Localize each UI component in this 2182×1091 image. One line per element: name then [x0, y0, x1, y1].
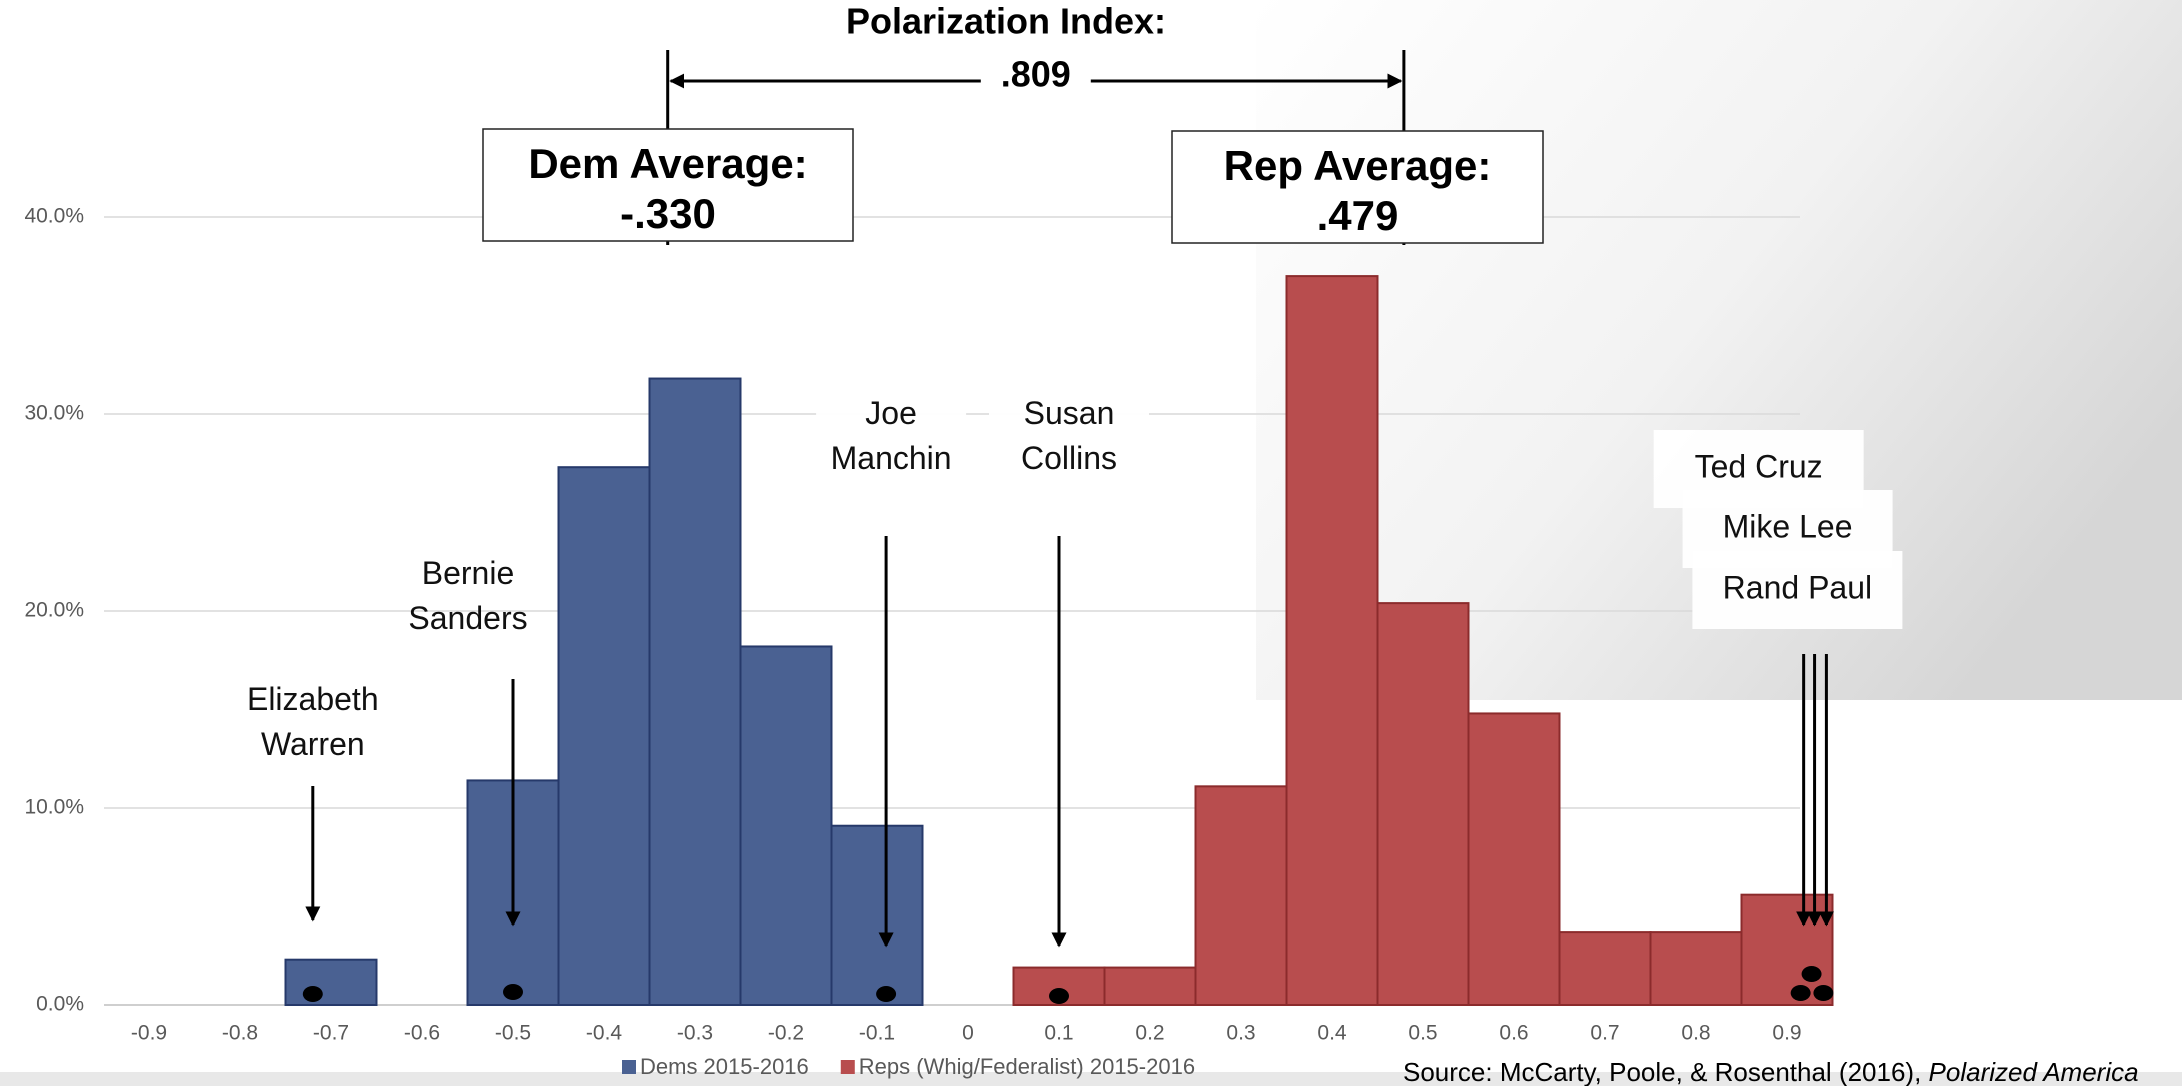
y-tick-label: 10.0% — [24, 796, 84, 819]
x-tick-label: 0.7 — [1590, 1022, 1619, 1045]
average-value: -.330 — [620, 190, 716, 237]
x-tick-label: 0 — [962, 1022, 974, 1045]
x-tick-label: 0.2 — [1135, 1022, 1164, 1045]
bar — [830, 824, 924, 1006]
bar — [1194, 785, 1288, 1007]
senator-dot — [302, 986, 323, 1002]
senator-dot — [1790, 985, 1811, 1001]
bottom-strip — [0, 1072, 2182, 1086]
senator-label: Manchin — [831, 440, 952, 476]
source-text: Source: McCarty, Poole, & Rosenthal (201… — [1403, 1057, 1929, 1086]
legend-label: Reps (Whig/Federalist) 2015-2016 — [859, 1054, 1195, 1079]
senator-label: Warren — [261, 726, 365, 762]
polarization-value: .809 — [1001, 54, 1071, 95]
legend-swatch — [840, 1060, 855, 1074]
senator-label: Sanders — [408, 600, 527, 636]
x-tick-label: 0.6 — [1499, 1022, 1528, 1045]
bar — [648, 377, 742, 1007]
legend-label: Dems 2015-2016 — [640, 1054, 809, 1079]
y-tick-label: 30.0% — [24, 402, 84, 425]
x-tick-label: 0.4 — [1317, 1022, 1347, 1045]
y-tick-label: 40.0% — [24, 205, 84, 228]
bar — [284, 958, 378, 1007]
senator-label: Ted Cruz — [1695, 448, 1823, 484]
source: Source: McCarty, Poole, & Rosenthal (201… — [1403, 1057, 2139, 1086]
senator-label: Rand Paul — [1723, 569, 1872, 605]
x-tick-label: -0.7 — [313, 1022, 349, 1045]
senator-label: Bernie — [422, 555, 515, 591]
x-tick-label: 0.1 — [1044, 1022, 1073, 1045]
bar — [557, 466, 651, 1006]
y-tick-label: 20.0% — [24, 599, 84, 622]
average-box — [482, 128, 854, 242]
average-label: Rep Average: — [1224, 142, 1492, 189]
label-bg — [989, 374, 1149, 502]
x-tick-label: -0.8 — [222, 1022, 258, 1045]
label-bg — [1692, 551, 1903, 629]
label-bg — [816, 374, 967, 502]
senator-dot — [1049, 988, 1069, 1004]
senator-dot — [1801, 966, 1822, 982]
senator-label: Collins — [1021, 440, 1117, 476]
senator-label: Susan — [1024, 395, 1115, 431]
x-tick-label: -0.2 — [768, 1022, 804, 1045]
senator-dot — [503, 984, 523, 1000]
x-tick-label: -0.4 — [586, 1022, 623, 1045]
y-tick-label: 0.0% — [36, 993, 84, 1016]
average-box — [1171, 130, 1544, 244]
x-tick-label: 0.3 — [1226, 1022, 1255, 1045]
bar — [1649, 931, 1743, 1006]
senator-label: Elizabeth — [247, 681, 379, 717]
x-tick-label: 0.9 — [1772, 1022, 1801, 1045]
x-tick-label: -0.5 — [495, 1022, 531, 1045]
polarization-label: Polarization Index: — [846, 1, 1166, 42]
bar — [1285, 275, 1379, 1007]
senator-label: Joe — [865, 395, 917, 431]
source-italic: Polarized America — [1929, 1057, 2139, 1086]
x-tick-label: 0.5 — [1408, 1022, 1437, 1045]
senator-label: Mike Lee — [1723, 508, 1853, 544]
senator-dot — [876, 986, 897, 1002]
x-tick-label: -0.6 — [404, 1022, 440, 1045]
x-tick-label: -0.1 — [859, 1022, 895, 1045]
x-tick-label: 0.8 — [1681, 1022, 1710, 1045]
senator-dot — [1813, 985, 1834, 1001]
bar — [1467, 712, 1561, 1006]
x-tick-label: -0.9 — [131, 1022, 167, 1045]
bar — [739, 645, 833, 1007]
bar — [1103, 966, 1197, 1007]
legend-swatch — [622, 1060, 636, 1074]
bar — [1558, 931, 1652, 1006]
average-value: .479 — [1317, 192, 1399, 239]
average-label: Dem Average: — [528, 140, 807, 187]
x-tick-label: -0.3 — [677, 1022, 713, 1045]
bar — [1376, 602, 1470, 1006]
